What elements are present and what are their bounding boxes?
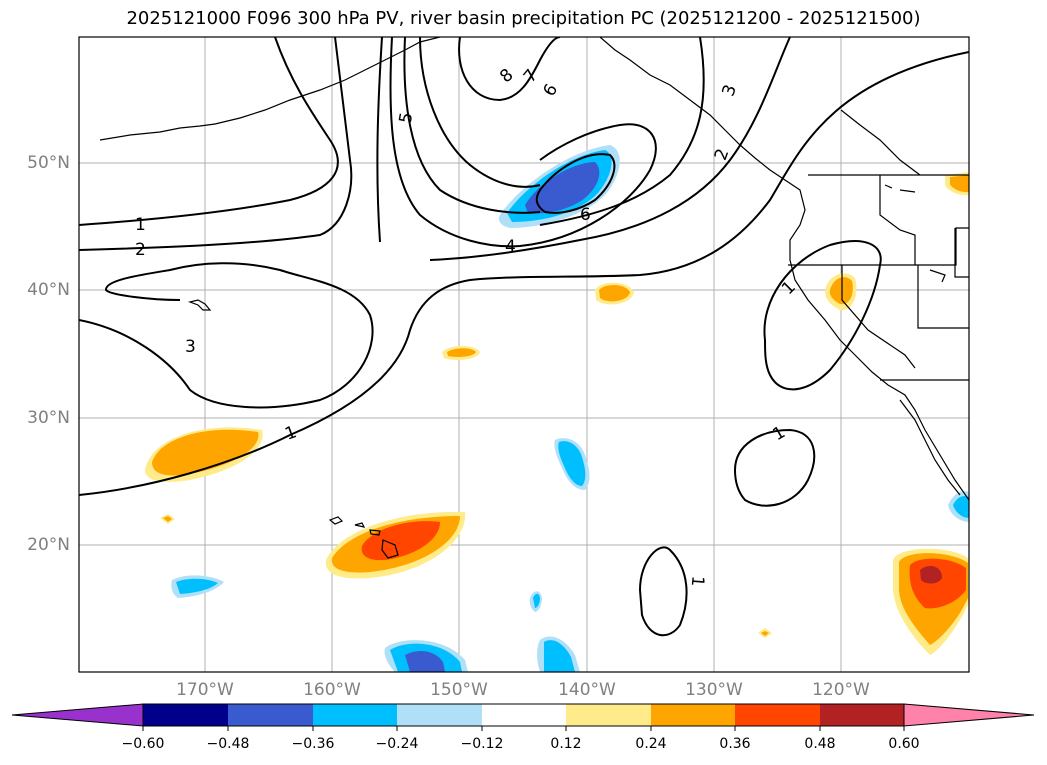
colorbar-bin	[482, 704, 566, 726]
contour-label: 3	[185, 337, 196, 357]
lon-label: 160°W	[303, 680, 361, 700]
lon-label: 150°W	[430, 680, 488, 700]
colorbar-tick-label: 0.60	[888, 736, 920, 752]
colorbar-bin	[313, 704, 397, 726]
lon-label: 130°W	[685, 680, 743, 700]
colorbar-bin	[143, 704, 228, 726]
precip-negative-shading	[171, 145, 969, 672]
colorbar-tick-label: −0.12	[460, 736, 504, 752]
contour-label: 5	[396, 111, 418, 125]
colorbar-tick-label: −0.24	[375, 736, 419, 752]
colorbar-bin	[735, 704, 820, 726]
map-frame	[78, 36, 970, 673]
contour-label: 1	[135, 215, 146, 235]
colorbar-tick-label: 0.48	[804, 736, 836, 752]
colorbar-bin	[566, 704, 651, 726]
colorbar	[11, 703, 1035, 731]
pv-contour-2b	[429, 37, 791, 261]
colorbar-under-arrow	[11, 703, 144, 727]
lat-label: 20°N	[27, 535, 70, 555]
pv-contour-4	[389, 37, 657, 248]
colorbar-tick-label: 0.12	[550, 736, 582, 752]
colorbar-tick-label: −0.48	[206, 736, 250, 752]
pv-contour-6-inner	[535, 153, 616, 214]
colorbar-tick-label: −0.36	[291, 736, 335, 752]
pv-contour-3-closed	[79, 262, 374, 409]
colorbar-over-arrow	[903, 703, 1035, 727]
pv-contour-6	[419, 37, 541, 188]
pv-contour-1b	[79, 51, 969, 496]
colorbar-bin	[651, 704, 735, 726]
map-background	[79, 37, 969, 672]
map-title: 2025121000 F096 300 hPa PV, river basin …	[126, 8, 921, 29]
pv-contour-5	[403, 37, 541, 214]
colorbar-tick-label: 0.36	[719, 736, 751, 752]
contour-label: 6	[580, 205, 591, 225]
precip-positive-shading	[145, 172, 969, 655]
colorbar-bin	[820, 704, 904, 726]
pv-contour-1	[79, 37, 339, 226]
lat-label: 50°N	[27, 153, 70, 173]
pv-contour-1-west-coast	[763, 240, 882, 391]
pv-contour-3b	[539, 37, 705, 226]
lat-label: 40°N	[27, 280, 70, 300]
contour-label: 2	[135, 240, 146, 260]
contour-label: 1	[687, 575, 708, 588]
pv-contours	[79, 37, 969, 637]
colorbar-bin	[397, 704, 482, 726]
pv-contour-3a	[376, 37, 383, 243]
lon-label: 140°W	[558, 680, 616, 700]
colorbar-tick-label: −0.60	[121, 736, 165, 752]
colorbar-tick-label: 0.24	[635, 736, 667, 752]
pv-contour-2	[79, 37, 353, 251]
lat-label: 30°N	[27, 408, 70, 428]
pv-contour-1-south	[638, 546, 688, 637]
pv-contour-8	[458, 37, 561, 102]
lon-label: 170°W	[176, 680, 234, 700]
colorbar-bin	[228, 704, 313, 726]
coastlines	[99, 37, 969, 559]
lon-label: 120°W	[812, 680, 870, 700]
contour-label: 4	[505, 237, 516, 257]
pv-contour-1-small-east	[733, 428, 816, 507]
